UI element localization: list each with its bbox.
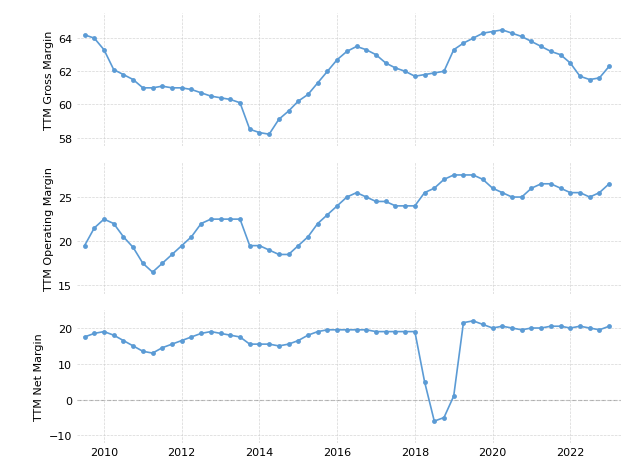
Y-axis label: TTM Operating Margin: TTM Operating Margin <box>44 167 54 290</box>
Y-axis label: TTM Net Margin: TTM Net Margin <box>35 333 44 420</box>
Y-axis label: TTM Gross Margin: TTM Gross Margin <box>44 31 54 130</box>
